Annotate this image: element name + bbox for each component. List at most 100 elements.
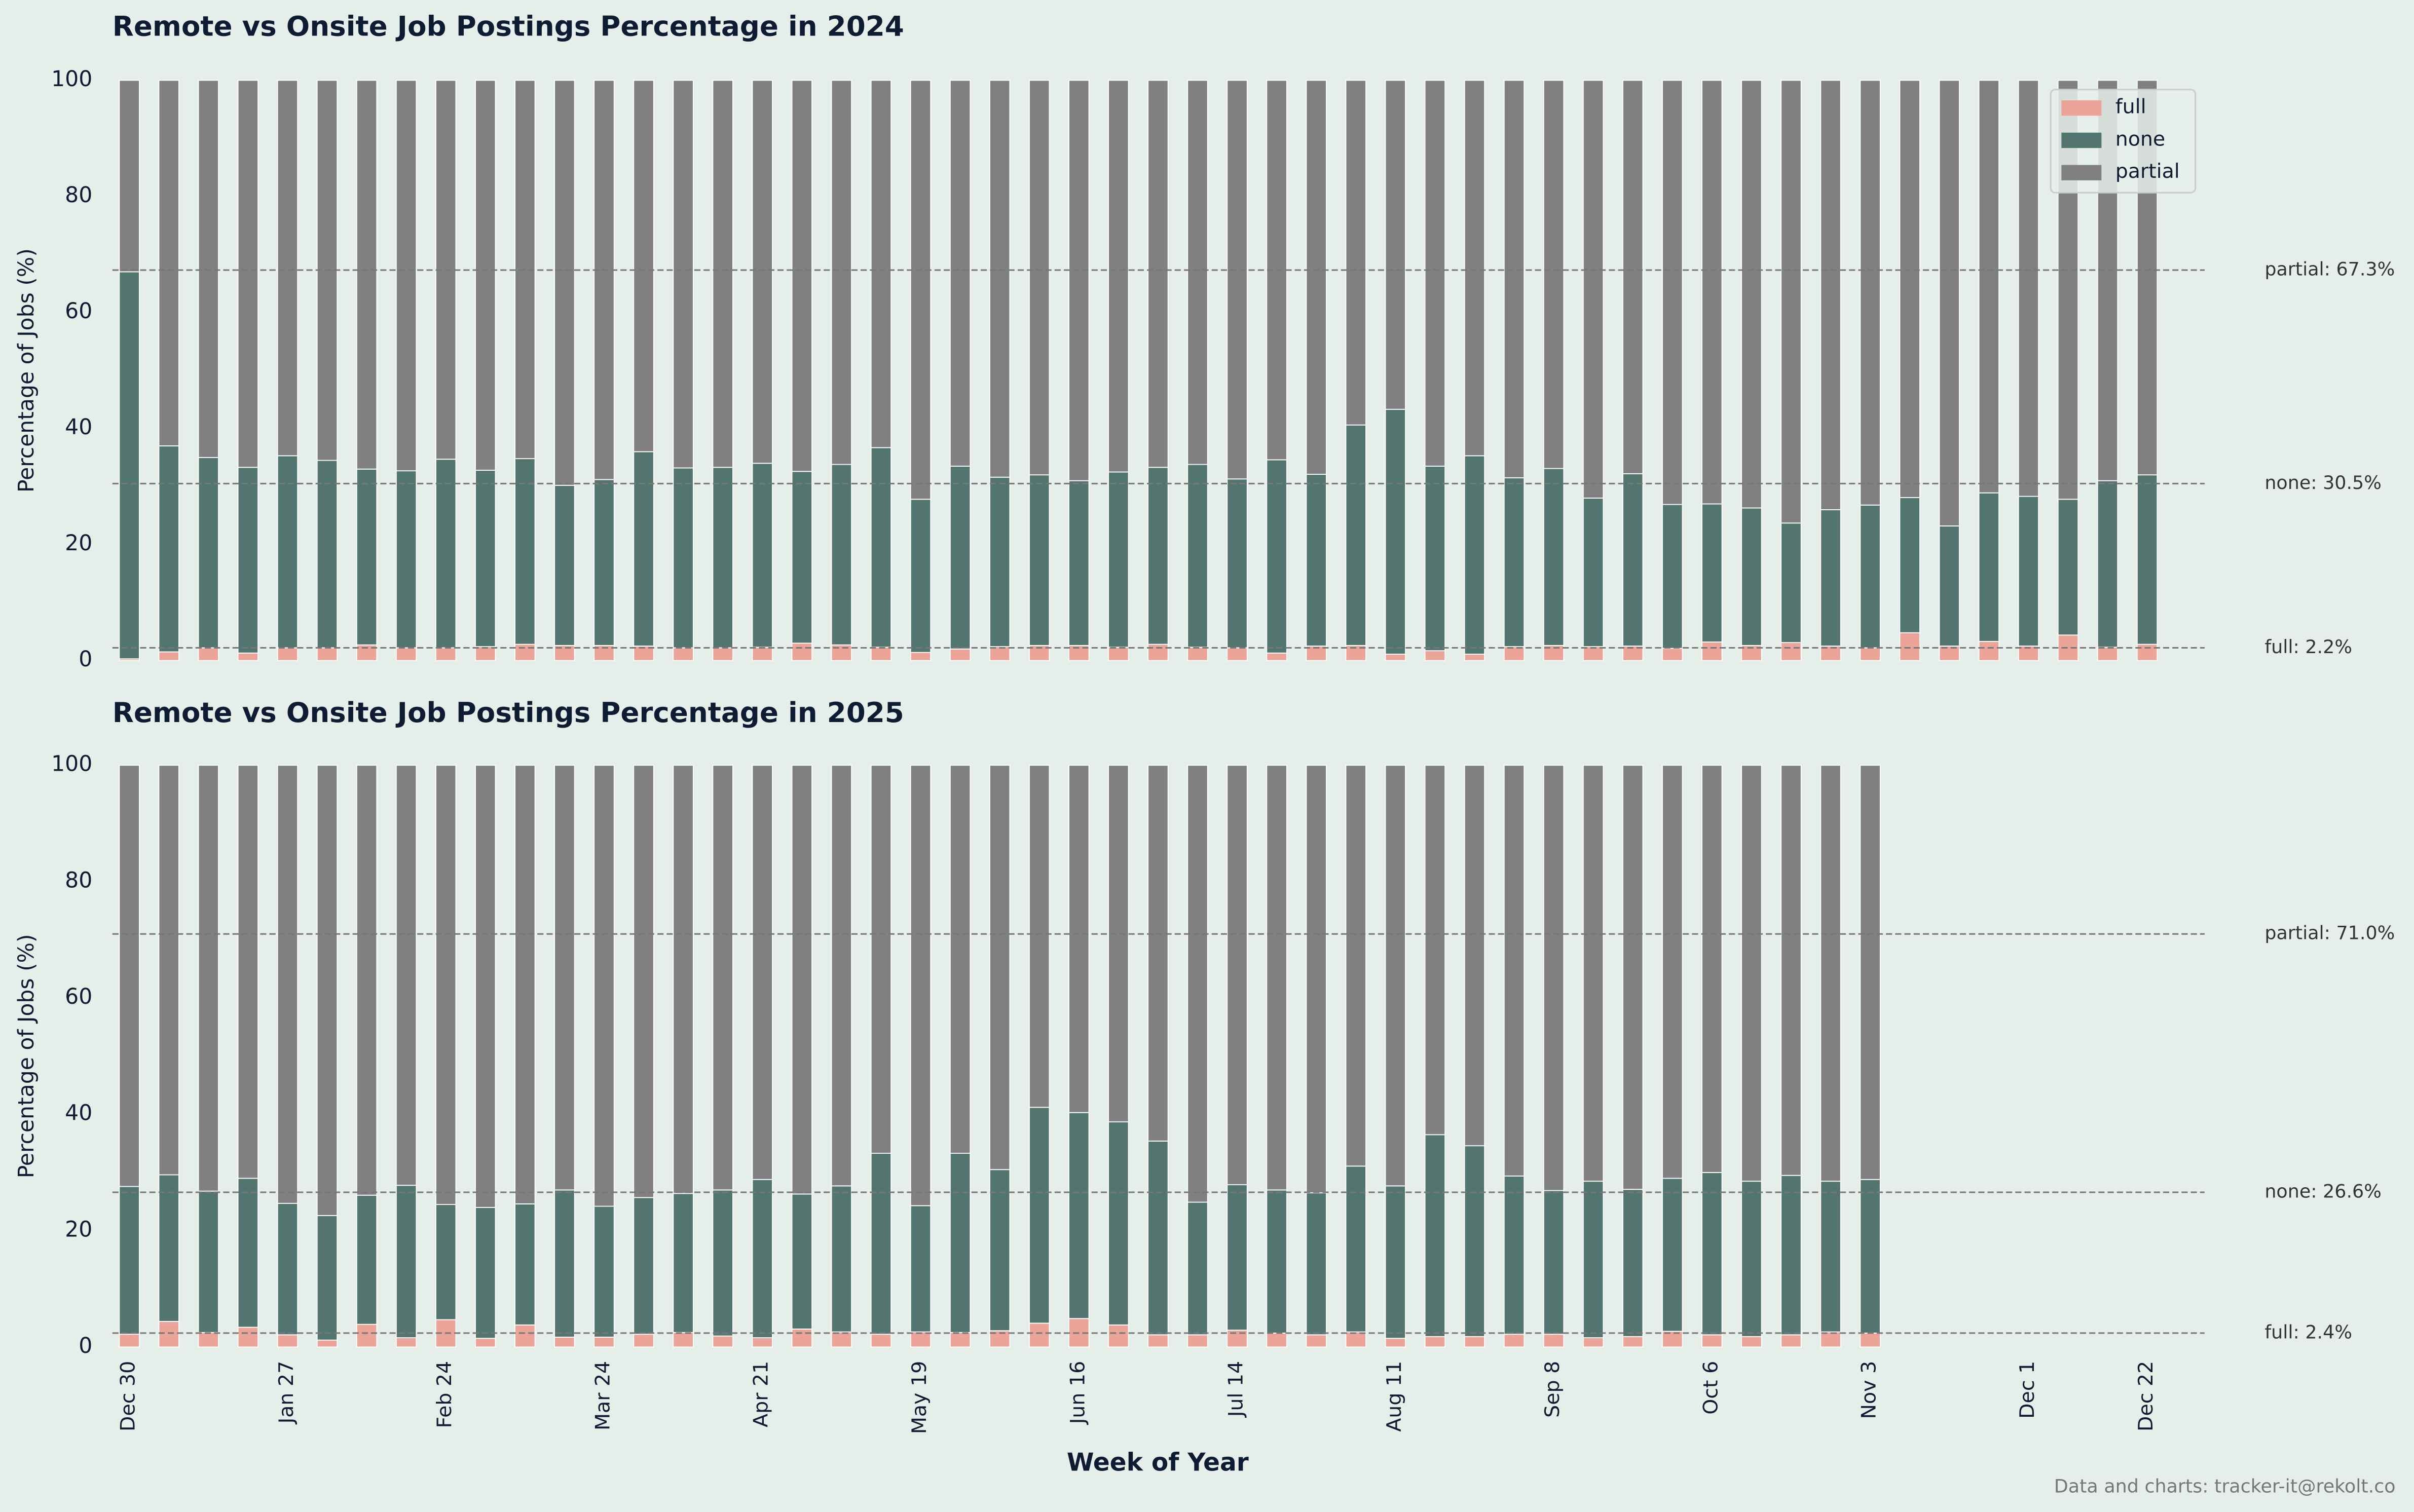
bar-segment — [1662, 765, 1683, 1179]
bar-segment — [1227, 1184, 1248, 1331]
bar-segment — [1424, 80, 1446, 467]
bar-segment — [316, 765, 338, 1216]
bar-segment — [1108, 1324, 1129, 1348]
y-tick-label: 0 — [79, 1334, 92, 1358]
bar-segment — [1464, 1145, 1485, 1337]
bar-segment — [1899, 80, 1920, 498]
bar-segment — [910, 1331, 932, 1348]
bar-segment — [119, 271, 140, 660]
bar-segment — [277, 647, 299, 661]
bar-segment — [1741, 507, 1762, 646]
bar-segment — [712, 80, 733, 468]
bar-segment — [1147, 1334, 1169, 1348]
bar-segment — [752, 1179, 773, 1338]
bar-segment — [277, 765, 299, 1204]
bar-segment — [514, 1203, 536, 1326]
bar-segment — [1503, 1175, 1525, 1335]
bar-segment — [1029, 1107, 1050, 1324]
x-tick-label: Sep 8 — [1541, 1361, 1564, 1418]
x-tick-label: Dec 1 — [2016, 1361, 2039, 1419]
bar-segment — [1266, 459, 1287, 654]
bar-segment — [1543, 1190, 1565, 1335]
bar-segment — [1029, 80, 1050, 476]
bar-segment — [1978, 80, 1999, 494]
bar-segment — [593, 1205, 615, 1338]
bar-segment — [1622, 80, 1644, 474]
legend-swatch — [2061, 165, 2102, 180]
bar-segment — [1741, 80, 1762, 509]
bar-segment — [673, 80, 694, 469]
bar-segment — [910, 80, 932, 500]
bar-segment — [395, 765, 417, 1186]
bar-segment — [673, 1332, 694, 1348]
bar-segment — [2018, 496, 2039, 647]
bar-segment — [989, 765, 1011, 1170]
bar-segment — [237, 1327, 259, 1348]
bar-segment — [1345, 1165, 1366, 1333]
y-tick-label: 20 — [65, 1217, 92, 1242]
y-tick-label: 80 — [65, 183, 92, 208]
bar-segment — [1147, 644, 1169, 661]
bar-segment — [395, 80, 417, 472]
bar-segment — [1266, 652, 1287, 661]
bar-segment — [712, 1335, 733, 1348]
bar-segment — [1306, 765, 1327, 1194]
bar-segment — [752, 765, 773, 1180]
bar-segment — [475, 1206, 496, 1339]
bar-segment — [435, 765, 457, 1205]
bar-segment — [1899, 632, 1920, 661]
bar-segment — [1068, 1112, 1090, 1319]
bar-segment — [1780, 765, 1802, 1176]
bar-segment — [2136, 474, 2158, 645]
bar-segment — [870, 447, 892, 648]
bar-segment — [1345, 1331, 1366, 1348]
bar-segment — [1306, 474, 1327, 647]
bar-segment — [395, 647, 417, 661]
bar-segment — [633, 765, 654, 1198]
bar-segment — [1543, 1334, 1565, 1348]
y-tick-label: 40 — [65, 1101, 92, 1126]
bar-segment — [752, 463, 773, 648]
bar-segment — [1701, 765, 1723, 1173]
bar-segment — [831, 1185, 852, 1333]
bar-segment — [237, 1178, 259, 1328]
bar-segment — [2057, 499, 2079, 636]
legend-label: none — [2115, 127, 2165, 150]
legend-swatch — [2061, 132, 2102, 148]
chart-title: Remote vs Onsite Job Postings Percentage… — [113, 10, 904, 42]
bar-segment — [1701, 503, 1723, 642]
reference-label: full: 2.4% — [2264, 1321, 2352, 1343]
bar-segment — [2018, 80, 2039, 497]
bar-segment — [752, 80, 773, 464]
bar-segment — [1741, 1181, 1762, 1337]
bar-segment — [1108, 80, 1129, 473]
bar-segment — [1108, 1121, 1129, 1326]
x-tick-label: Oct 6 — [1699, 1361, 1722, 1415]
bar-segment — [1424, 466, 1446, 652]
bar-segment — [1503, 477, 1525, 648]
bar-segment — [1622, 765, 1644, 1190]
bar-segment — [198, 80, 219, 458]
bar-segment — [475, 646, 496, 661]
bar-segment — [1108, 647, 1129, 661]
bar-segment — [1582, 80, 1604, 499]
bar-segment — [1306, 80, 1327, 475]
bar-segment — [1860, 647, 1881, 661]
bar-segment — [1741, 765, 1762, 1182]
bar-segment — [475, 765, 496, 1208]
x-tick-label: Jun 16 — [1066, 1361, 1089, 1425]
bar-segment — [475, 1338, 496, 1348]
bar-segment — [198, 765, 219, 1192]
bar-segment — [1662, 1178, 1683, 1332]
bar-segment — [989, 476, 1011, 648]
bar-segment — [356, 765, 378, 1196]
bar-segment — [1622, 473, 1644, 647]
bar-segment — [1266, 1332, 1287, 1348]
bar-segment — [554, 80, 575, 486]
bar-segment — [1147, 1141, 1169, 1336]
bar-segment — [1582, 1181, 1604, 1338]
bar-segment — [1187, 1334, 1208, 1348]
bar-segment — [910, 1205, 932, 1333]
bar-segment — [1306, 1192, 1327, 1336]
